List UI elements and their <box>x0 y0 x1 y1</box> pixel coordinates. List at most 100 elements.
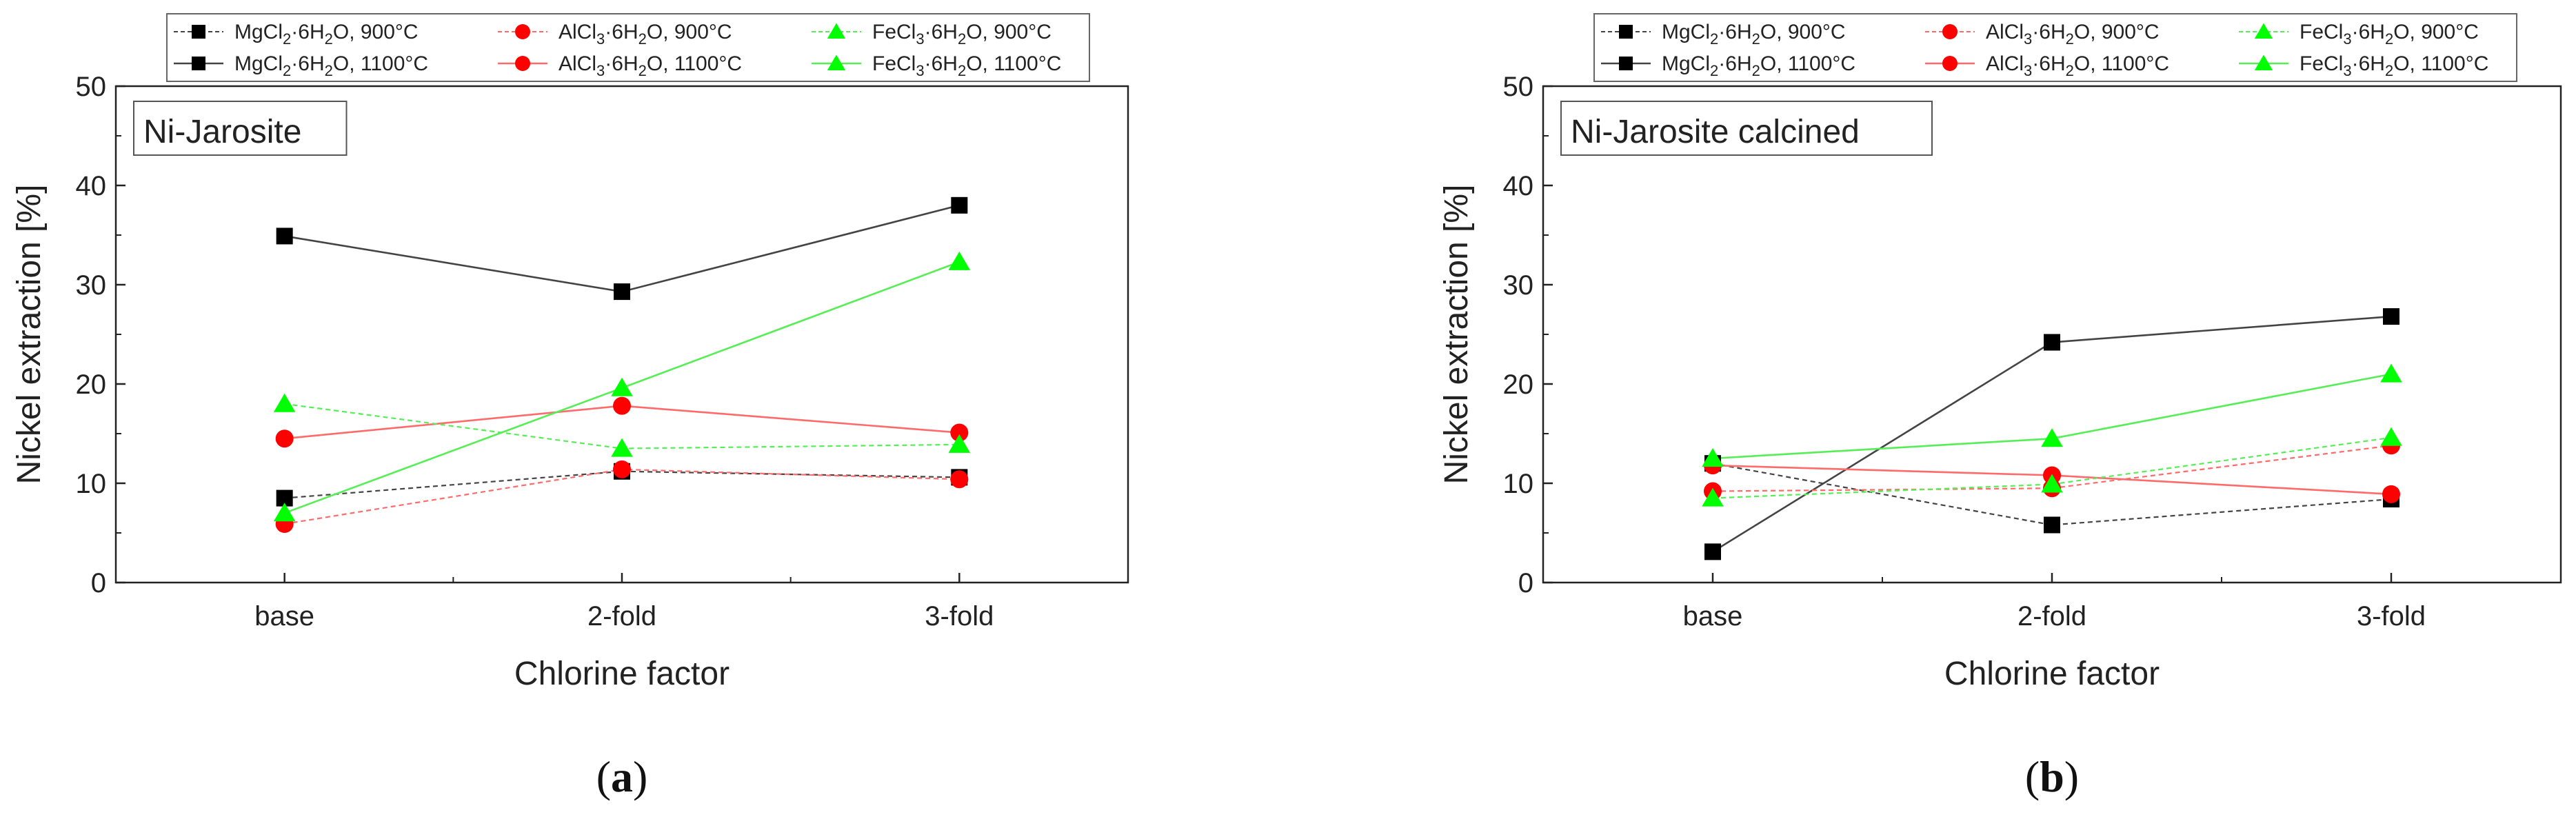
y-axis-title: Nickel extraction [%] <box>11 185 48 485</box>
legend-label-part: 2 <box>325 30 333 48</box>
legend-label-part: AlCl <box>1986 21 2024 43</box>
legend-label-part: 3 <box>596 62 605 79</box>
legend-label-part: O, 1100°C <box>1760 52 1855 75</box>
data-point-triangle <box>2041 428 2063 447</box>
legend-label: MgCl2·6H2O, 1100°C <box>1662 52 1855 79</box>
data-point-circle <box>950 470 969 489</box>
legend-label-part: ·6H <box>925 52 958 75</box>
y-tick-label: 0 <box>91 568 106 598</box>
x-axis-title: Chlorine factor <box>514 656 729 692</box>
legend-label: FeCl3·6H2O, 900°C <box>2300 21 2479 48</box>
inset-label: Ni-Jarosite <box>143 114 301 150</box>
legend-box <box>166 13 1090 82</box>
legend-marker-triangle <box>827 23 846 39</box>
legend-marker-triangle <box>2254 23 2273 39</box>
x-tick-label: 2-fold <box>587 601 656 631</box>
legend-label-part: ·6H <box>605 21 638 43</box>
legend-label: AlCl3·6H2O, 1100°C <box>1986 52 2169 79</box>
legend-label-part: 3 <box>2024 30 2032 48</box>
legend-marker-square <box>192 25 205 39</box>
legend-marker-triangle <box>2254 54 2273 70</box>
legend-label-part: ·6H <box>2032 21 2065 43</box>
legend-marker-square <box>1619 25 1633 39</box>
x-tick-label: 3-fold <box>925 601 994 631</box>
legend-box <box>1593 13 2517 82</box>
data-point-triangle <box>2041 474 2063 493</box>
legend-label-part: ·6H <box>1718 21 1751 43</box>
panel-label: (a) <box>596 752 648 801</box>
legend-label: AlCl3·6H2O, 900°C <box>559 21 732 48</box>
legend-label-part: MgCl <box>234 21 283 43</box>
legend-label-part: 2 <box>958 62 966 79</box>
chart-panel-b: 0 10 20 30 40 50 base 2-fold 3-fold Chlorine fact… <box>1438 13 2562 801</box>
data-point-triangle <box>948 434 971 453</box>
legend-label-part: O, 900°C <box>966 21 1051 43</box>
legend-label-part: FeCl <box>872 52 916 75</box>
y-tick-label: 20 <box>1503 370 1534 400</box>
data-point-square <box>951 196 968 214</box>
legend-label: FeCl3·6H2O, 1100°C <box>2300 52 2488 79</box>
legend-label-part: FeCl <box>872 21 916 43</box>
inset-label: Ni-Jarosite calcined <box>1571 114 1860 150</box>
legend-label-part: ·6H <box>925 21 958 43</box>
legend-label-part: MgCl <box>1662 21 1710 43</box>
legend-label-part: 3 <box>916 62 924 79</box>
chart-panel-a: 0 10 20 30 40 50 base 2-fold 3-fold Chlorine fact… <box>11 13 1129 801</box>
data-point-triangle <box>273 393 296 412</box>
data-point-circle <box>950 423 969 442</box>
legend-label-part: 2 <box>1752 62 1760 79</box>
legend-label-part: O, 900°C <box>2074 21 2160 43</box>
legend-label: MgCl2·6H2O, 1100°C <box>234 52 428 79</box>
data-point-triangle <box>1702 487 1724 507</box>
legend-marker-circle <box>515 24 530 39</box>
data-point-square <box>2383 308 2399 325</box>
legend-marker-circle <box>1942 56 1958 71</box>
y-tick-label: 10 <box>76 469 107 499</box>
data-point-circle <box>613 396 631 415</box>
legend-label-part: 3 <box>2343 30 2351 48</box>
x-axis-title: Chlorine factor <box>1944 656 2160 692</box>
y-tick-label: 50 <box>76 72 107 102</box>
legend-label-part: AlCl <box>559 21 596 43</box>
series-line <box>1712 463 2392 526</box>
legend-label-part: 3 <box>596 30 605 48</box>
data-point-circle <box>275 429 294 448</box>
legend-label-part: MgCl <box>1662 52 1710 75</box>
data-point-triangle <box>273 503 296 522</box>
legend-label-part: 2 <box>638 30 647 48</box>
legend-label-part: ·6H <box>291 52 324 75</box>
y-tick-label: 30 <box>76 270 107 301</box>
legend-label-part: 2 <box>283 30 291 48</box>
y-tick-label: 40 <box>76 171 107 201</box>
panel-label-letter: a <box>611 752 633 801</box>
data-point-triangle <box>2380 363 2402 383</box>
y-tick-label: 20 <box>76 370 107 400</box>
legend-label-part: ·6H <box>2352 21 2385 43</box>
legend-label: MgCl2·6H2O, 900°C <box>1662 21 1846 48</box>
legend-label-part: O, 1100°C <box>2393 52 2488 75</box>
data-point-square <box>276 228 293 245</box>
data-point-triangle <box>1702 448 1724 467</box>
legend-label-part: 2 <box>2385 62 2393 79</box>
legend-label-part: 2 <box>638 62 647 79</box>
x-tick-label: 2-fold <box>2017 601 2086 631</box>
legend-label-part: O, 1100°C <box>647 52 742 75</box>
legend-label-part: AlCl <box>1986 52 2024 75</box>
legend-label-part: O, 900°C <box>647 21 732 43</box>
legend-marker-circle <box>515 56 530 71</box>
legend-label: AlCl3·6H2O, 1100°C <box>559 52 742 79</box>
inset-label-box <box>1560 101 1933 156</box>
data-point-triangle <box>948 251 971 270</box>
data-point-triangle <box>2380 427 2402 446</box>
y-axis-title: Nickel extraction [%] <box>1438 185 1475 485</box>
legend-marker-square <box>192 57 205 70</box>
legend-label-part: 3 <box>2024 62 2032 79</box>
x-tick-label: base <box>254 601 314 631</box>
data-point-triangle <box>611 377 633 396</box>
y-tick-label: 50 <box>1503 72 1534 102</box>
legend-label-part: ·6H <box>605 52 638 75</box>
legend-label-part: 2 <box>1752 30 1760 48</box>
legend-label-part: 2 <box>958 30 966 48</box>
legend-label-part: O, 900°C <box>1760 21 1846 43</box>
